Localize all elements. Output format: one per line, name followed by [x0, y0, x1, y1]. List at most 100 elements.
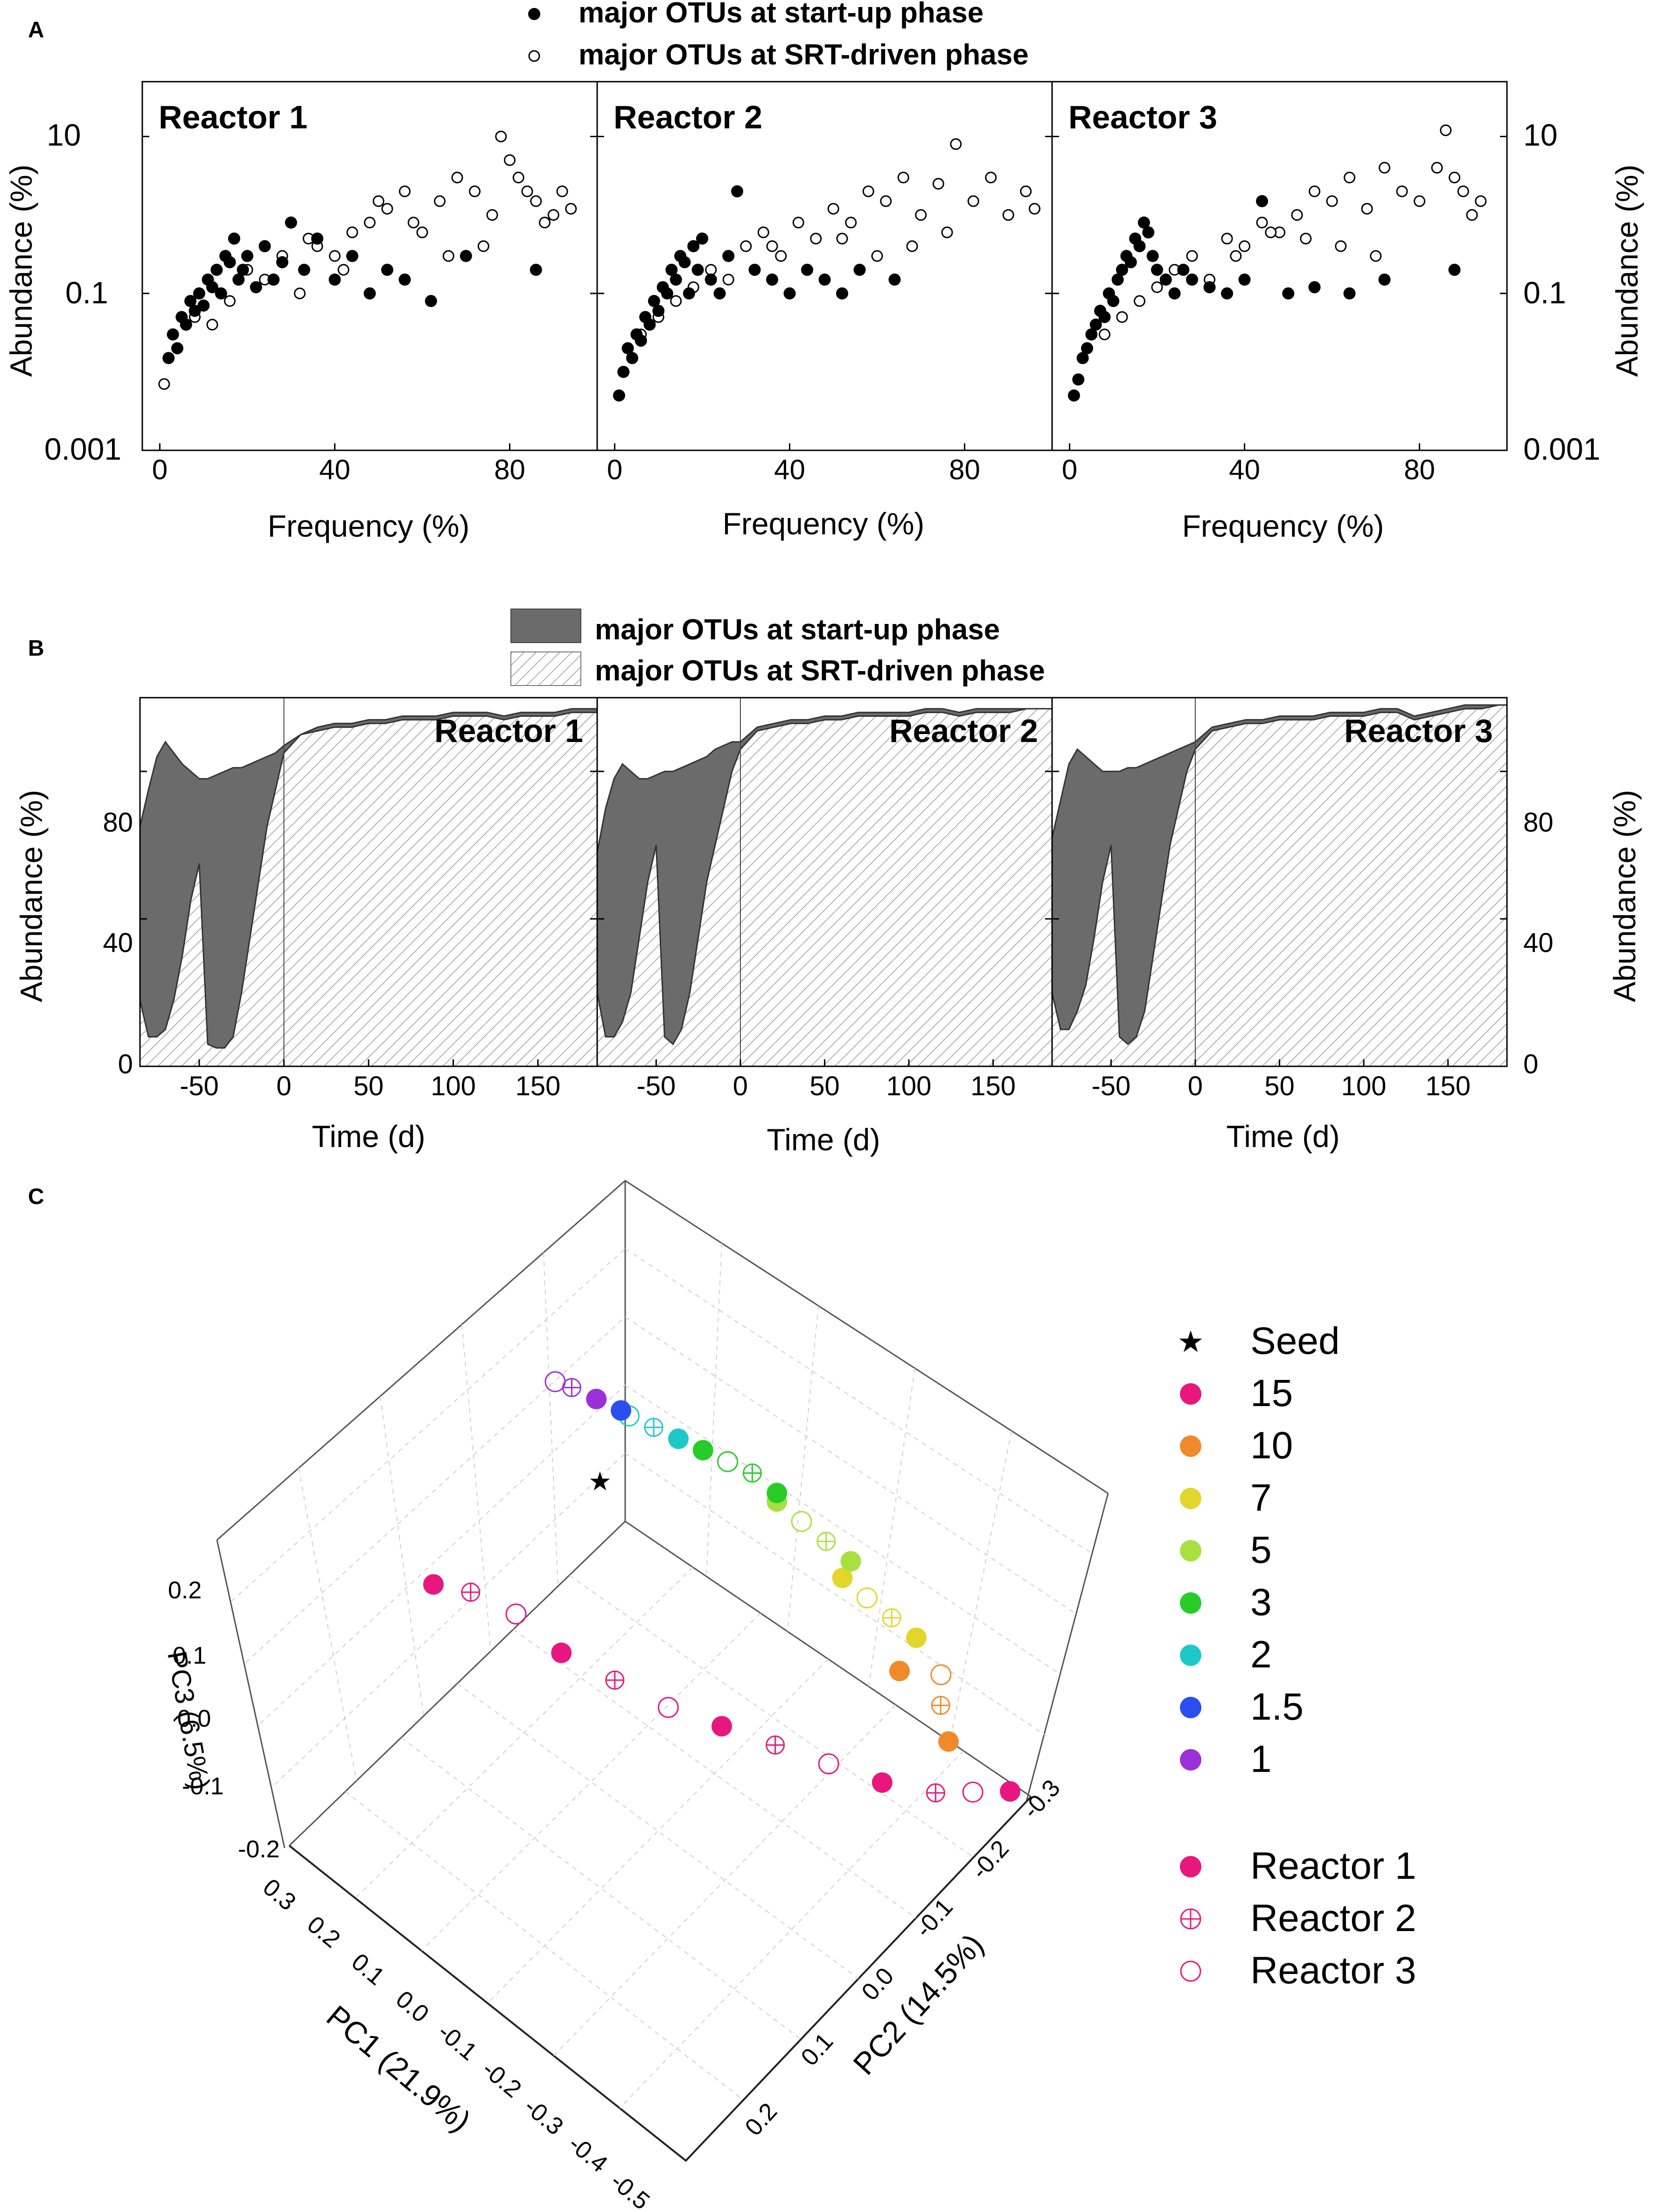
- pca-grid-line: [461, 1324, 491, 1652]
- b-xtick-label: 50: [809, 1071, 840, 1101]
- a-xtick-label: 0: [1062, 454, 1077, 485]
- scatter-point-startup: [1146, 250, 1159, 262]
- panel-a-ylabel-right: Abundance (%): [1610, 165, 1644, 377]
- scatter-point-startup: [661, 287, 673, 300]
- panel-b: B major OTUs at start-up phase major OTU…: [14, 609, 1642, 1157]
- scatter-point-startup: [1448, 264, 1461, 276]
- b-xtick-label: 0: [733, 1071, 748, 1101]
- pca-grid-line: [949, 1430, 1012, 1742]
- scatter-point-startup: [1107, 295, 1120, 308]
- b-xlabel-2: Time (d): [767, 1122, 880, 1157]
- pca-point-reactor-2: [931, 1695, 950, 1715]
- scatter-point-srt: [539, 217, 551, 229]
- scatter-point-startup: [853, 264, 866, 276]
- scatter-point-srt: [862, 185, 874, 197]
- scatter-point-srt: [1300, 232, 1312, 245]
- a-xtick-label: 40: [319, 454, 350, 485]
- a-ytick-right-0.001: 0.001: [1523, 432, 1600, 466]
- b-xtick-label: 150: [1425, 1071, 1471, 1101]
- scatter-point-srt: [1440, 124, 1452, 136]
- scatter-point-srt: [775, 250, 787, 262]
- scatter-point-startup: [691, 264, 704, 276]
- pca-point-reactor-2: [882, 1608, 901, 1628]
- b-ytick-right-0: 0: [1523, 1049, 1538, 1079]
- scatter-point-srt: [1099, 329, 1110, 341]
- scatter-point-startup: [167, 328, 179, 341]
- pca-grid-line: [487, 1659, 829, 2004]
- scatter-point-srt: [1396, 185, 1408, 197]
- scatter-point-startup: [1186, 273, 1198, 286]
- pc2-tick-0: -0.3: [1018, 1775, 1066, 1824]
- scatter-point-srt: [1361, 203, 1373, 215]
- pca-grid-line: [513, 1629, 916, 1918]
- scatter-title-reactor-2: Reactor 2: [614, 99, 762, 135]
- panel-a-label: A: [28, 18, 44, 42]
- scatter-point-srt: [766, 240, 778, 252]
- b-xtick-label: 50: [1264, 1071, 1295, 1101]
- scatter-point-srt: [477, 240, 489, 252]
- scatter-point-startup: [162, 352, 175, 364]
- pc2-tick-1: -0.2: [966, 1835, 1014, 1884]
- scatter-point-startup: [425, 295, 437, 308]
- scatter-point-startup: [1343, 287, 1356, 300]
- scatter-point-srt: [158, 378, 170, 390]
- scatter-point-startup: [683, 287, 695, 300]
- area-srt-reactor-2: [597, 708, 1052, 1066]
- scatter-point-srt: [670, 295, 682, 307]
- scatter-point-startup: [1067, 389, 1080, 402]
- scatter-point-srt: [495, 131, 507, 143]
- scatter-point-startup: [1177, 264, 1190, 276]
- a-xtick-label: 40: [774, 454, 805, 485]
- legend-b-startup-label: major OTUs at start-up phase: [595, 614, 1000, 646]
- pca-point-reactor-1: [938, 1731, 959, 1752]
- scatter-point-startup: [530, 264, 542, 276]
- pc3-tick-m0.1: -0.1: [182, 1773, 224, 1800]
- b-xtick-label: -50: [180, 1071, 219, 1101]
- scatter-point-startup: [180, 318, 192, 331]
- scatter-point-startup: [460, 250, 472, 262]
- pca-point-reactor-2: [461, 1582, 481, 1602]
- pca-right-front-edge: [1025, 1493, 1109, 1802]
- panel-b-ylabel-right: Abundance (%): [1607, 790, 1642, 1002]
- pc1-tick-0: 0.3: [258, 1874, 301, 1916]
- pc1-tick-3: 0.0: [391, 1986, 434, 2028]
- pca-grid-line: [274, 1453, 626, 1785]
- pca-grid-line: [543, 1252, 558, 1587]
- scatter-point-srt: [1309, 185, 1320, 197]
- a-xtick-label: 0: [607, 454, 622, 485]
- pca-grid-line: [355, 1567, 693, 1899]
- pc3-tick-0.2: 0.2: [168, 1577, 202, 1604]
- scatter-point-startup: [1116, 264, 1128, 276]
- legend-srt-marker-15: [1180, 1383, 1201, 1405]
- scatter-point-srt: [985, 171, 997, 183]
- scatter-point-startup: [648, 295, 660, 308]
- scatter-point-startup: [258, 240, 271, 252]
- legend-b-srt-label: major OTUs at SRT-driven phase: [595, 655, 1045, 687]
- legend-reactor-3-marker: [1180, 1960, 1201, 1982]
- pca-point-seed: ★: [588, 1467, 612, 1496]
- scatter-point-startup: [617, 365, 630, 378]
- pca-point-reactor-3: [962, 1781, 983, 1803]
- pca-grid-line: [787, 1305, 819, 1632]
- pc3-tick-0.1: 0.1: [173, 1642, 206, 1669]
- scatter-point-srt: [372, 195, 384, 207]
- panel-b-ylabel-left: Abundance (%): [14, 790, 49, 1002]
- legend-srt-label-7: 7: [1250, 1477, 1272, 1519]
- b-xtick-label: 100: [431, 1071, 476, 1101]
- pca-grid-line: [553, 1704, 896, 2056]
- b-xtick-label: 150: [516, 1071, 561, 1101]
- scatter-point-srt: [757, 226, 769, 238]
- scatter-point-startup: [836, 287, 848, 300]
- pca-grid-line: [625, 1453, 1047, 1736]
- a-xtick-label: 40: [1229, 454, 1260, 485]
- scatter-point-srt: [530, 195, 542, 207]
- scatter-point-srt: [1265, 226, 1277, 238]
- scatter-point-srt: [206, 319, 218, 331]
- scatter-point-srt: [294, 287, 306, 300]
- scatter-point-startup: [1098, 311, 1111, 323]
- scatter-point-startup: [250, 281, 262, 294]
- scatter-point-startup: [346, 250, 358, 262]
- scatter-point-srt: [880, 195, 892, 207]
- pca-point-reactor-1: [906, 1627, 927, 1648]
- scatter-point-startup: [1221, 287, 1233, 300]
